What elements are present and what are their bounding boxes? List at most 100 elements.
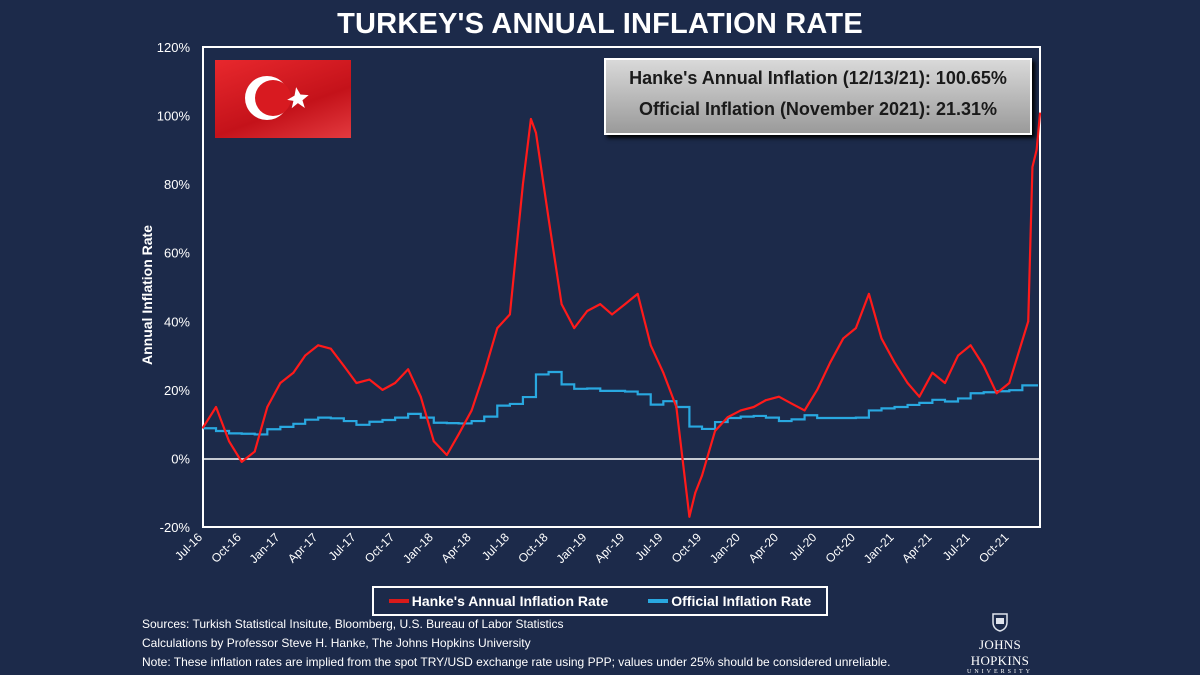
x-tick-label: Apr-19 <box>592 530 628 566</box>
y-tick-label: 40% <box>164 314 190 329</box>
hanke-point <box>906 382 909 384</box>
hanke-point <box>777 395 780 398</box>
hanke-point <box>483 371 486 374</box>
sources-text: Sources: Turkish Statistical Insitute, B… <box>142 617 564 631</box>
hanke-point <box>355 382 358 384</box>
hanke-point <box>279 382 282 384</box>
hanke-point <box>726 416 729 419</box>
hanke-point <box>675 406 678 408</box>
source-notes: Sources: Turkish Statistical Insitute, B… <box>142 615 890 672</box>
hanke-point <box>1027 320 1030 323</box>
hanke-point <box>240 460 243 463</box>
note-text: Note: These inflation rates are implied … <box>142 655 891 669</box>
legend-item-hanke: Hanke's Annual Inflation Rate <box>388 593 609 609</box>
hanke-point <box>649 344 652 347</box>
x-tick-label: Apr-21 <box>899 530 935 566</box>
x-tick-label: Jan-21 <box>861 530 897 566</box>
hanke-point <box>317 344 320 347</box>
hanke-point <box>547 217 550 220</box>
x-tick-label: Oct-18 <box>515 530 551 566</box>
hanke-point <box>253 450 256 453</box>
calculations-text: Calculations by Professor Steve H. Hanke… <box>142 636 531 650</box>
hanke-point <box>752 406 755 408</box>
x-tick-label: Oct-19 <box>669 530 705 566</box>
hanke-point <box>534 131 537 134</box>
x-tick-label: Apr-18 <box>438 530 474 566</box>
hanke-point <box>943 382 946 384</box>
hanke-point <box>508 313 511 316</box>
hanke-point <box>266 406 269 408</box>
x-tick-label: Jul-17 <box>326 530 359 563</box>
x-tick-label: Oct-21 <box>976 530 1012 566</box>
y-axis-label: Annual Inflation Rate <box>139 225 155 365</box>
x-tick-label: Jan-19 <box>554 530 590 566</box>
hanke-point <box>957 354 960 357</box>
hanke-point <box>688 515 691 518</box>
hanke-point <box>521 183 524 186</box>
hanke-point <box>701 474 704 477</box>
series-line-hanke <box>202 113 1042 518</box>
hanke-summary: Hanke's Annual Inflation (12/13/21): 100… <box>629 68 1007 88</box>
y-tick-label: 0% <box>171 451 190 466</box>
crescent-star-icon <box>245 76 309 120</box>
hanke-point <box>739 409 742 412</box>
hanke-point <box>1008 382 1011 384</box>
hanke-point <box>867 292 870 295</box>
hanke-point <box>215 406 218 408</box>
hanke-point <box>854 327 857 330</box>
hanke-point <box>931 371 934 374</box>
hanke-point <box>304 354 307 357</box>
hanke-point <box>368 378 371 381</box>
x-tick-label: Apr-20 <box>746 530 782 566</box>
johns-hopkins-logo: JOHNS HOPKINS UNIVERSITY <box>955 612 1045 675</box>
hanke-point <box>816 388 819 391</box>
legend: Hanke's Annual Inflation Rate Official I… <box>372 586 828 616</box>
logo-sub: UNIVERSITY <box>967 669 1033 675</box>
hanke-point <box>457 433 460 436</box>
hanke-point <box>611 313 614 316</box>
x-tick-label: Oct-17 <box>362 530 398 566</box>
inflation-summary-box: Hanke's Annual Inflation (12/13/21): 100… <box>604 58 1032 135</box>
chart-title: TURKEY'S ANNUAL INFLATION RATE <box>337 8 863 40</box>
hanke-point <box>662 371 665 374</box>
hanke-point <box>803 409 806 412</box>
hanke-point <box>407 368 410 371</box>
plot-frame <box>202 46 1041 528</box>
hanke-point <box>342 364 345 367</box>
legend-label: Hanke's Annual Inflation Rate <box>411 593 609 609</box>
hanke-point <box>445 454 448 456</box>
hanke-point <box>560 303 563 306</box>
hanke-point <box>790 402 793 405</box>
hanke-point <box>292 371 295 374</box>
hanke-point <box>829 361 832 364</box>
hanke-point <box>918 395 921 398</box>
hanke-point <box>893 361 896 364</box>
series-line-official <box>203 370 1038 436</box>
y-tick-label: -20% <box>160 520 191 535</box>
x-tick-label: Oct-16 <box>208 530 244 566</box>
y-tick-label: 80% <box>164 177 190 192</box>
x-tick-label: Jul-21 <box>940 530 973 563</box>
hanke-point <box>381 388 384 391</box>
y-tick-label: 120% <box>157 40 191 55</box>
hanke-point <box>496 327 499 330</box>
hanke-point <box>1039 112 1041 115</box>
hanke-point <box>573 327 576 330</box>
hanke-point <box>599 303 602 306</box>
hanke-point <box>1031 166 1034 168</box>
official-summary: Official Inflation (November 2021): 21.3… <box>638 99 998 119</box>
hanke-point <box>529 118 532 120</box>
shield-icon <box>992 613 1008 632</box>
hanke-point <box>982 364 985 367</box>
logo-name: JOHNS HOPKINS <box>970 637 1030 668</box>
hanke-point <box>880 337 883 340</box>
x-tick-label: Apr-17 <box>285 530 321 566</box>
x-tick-label: Oct-20 <box>823 530 859 566</box>
hanke-point <box>624 303 627 306</box>
y-tick-label: 60% <box>164 246 190 261</box>
hanke-point <box>1035 148 1038 151</box>
hanke-point <box>202 426 204 429</box>
hanke-point <box>764 399 767 402</box>
y-tick-label: 20% <box>164 383 190 398</box>
